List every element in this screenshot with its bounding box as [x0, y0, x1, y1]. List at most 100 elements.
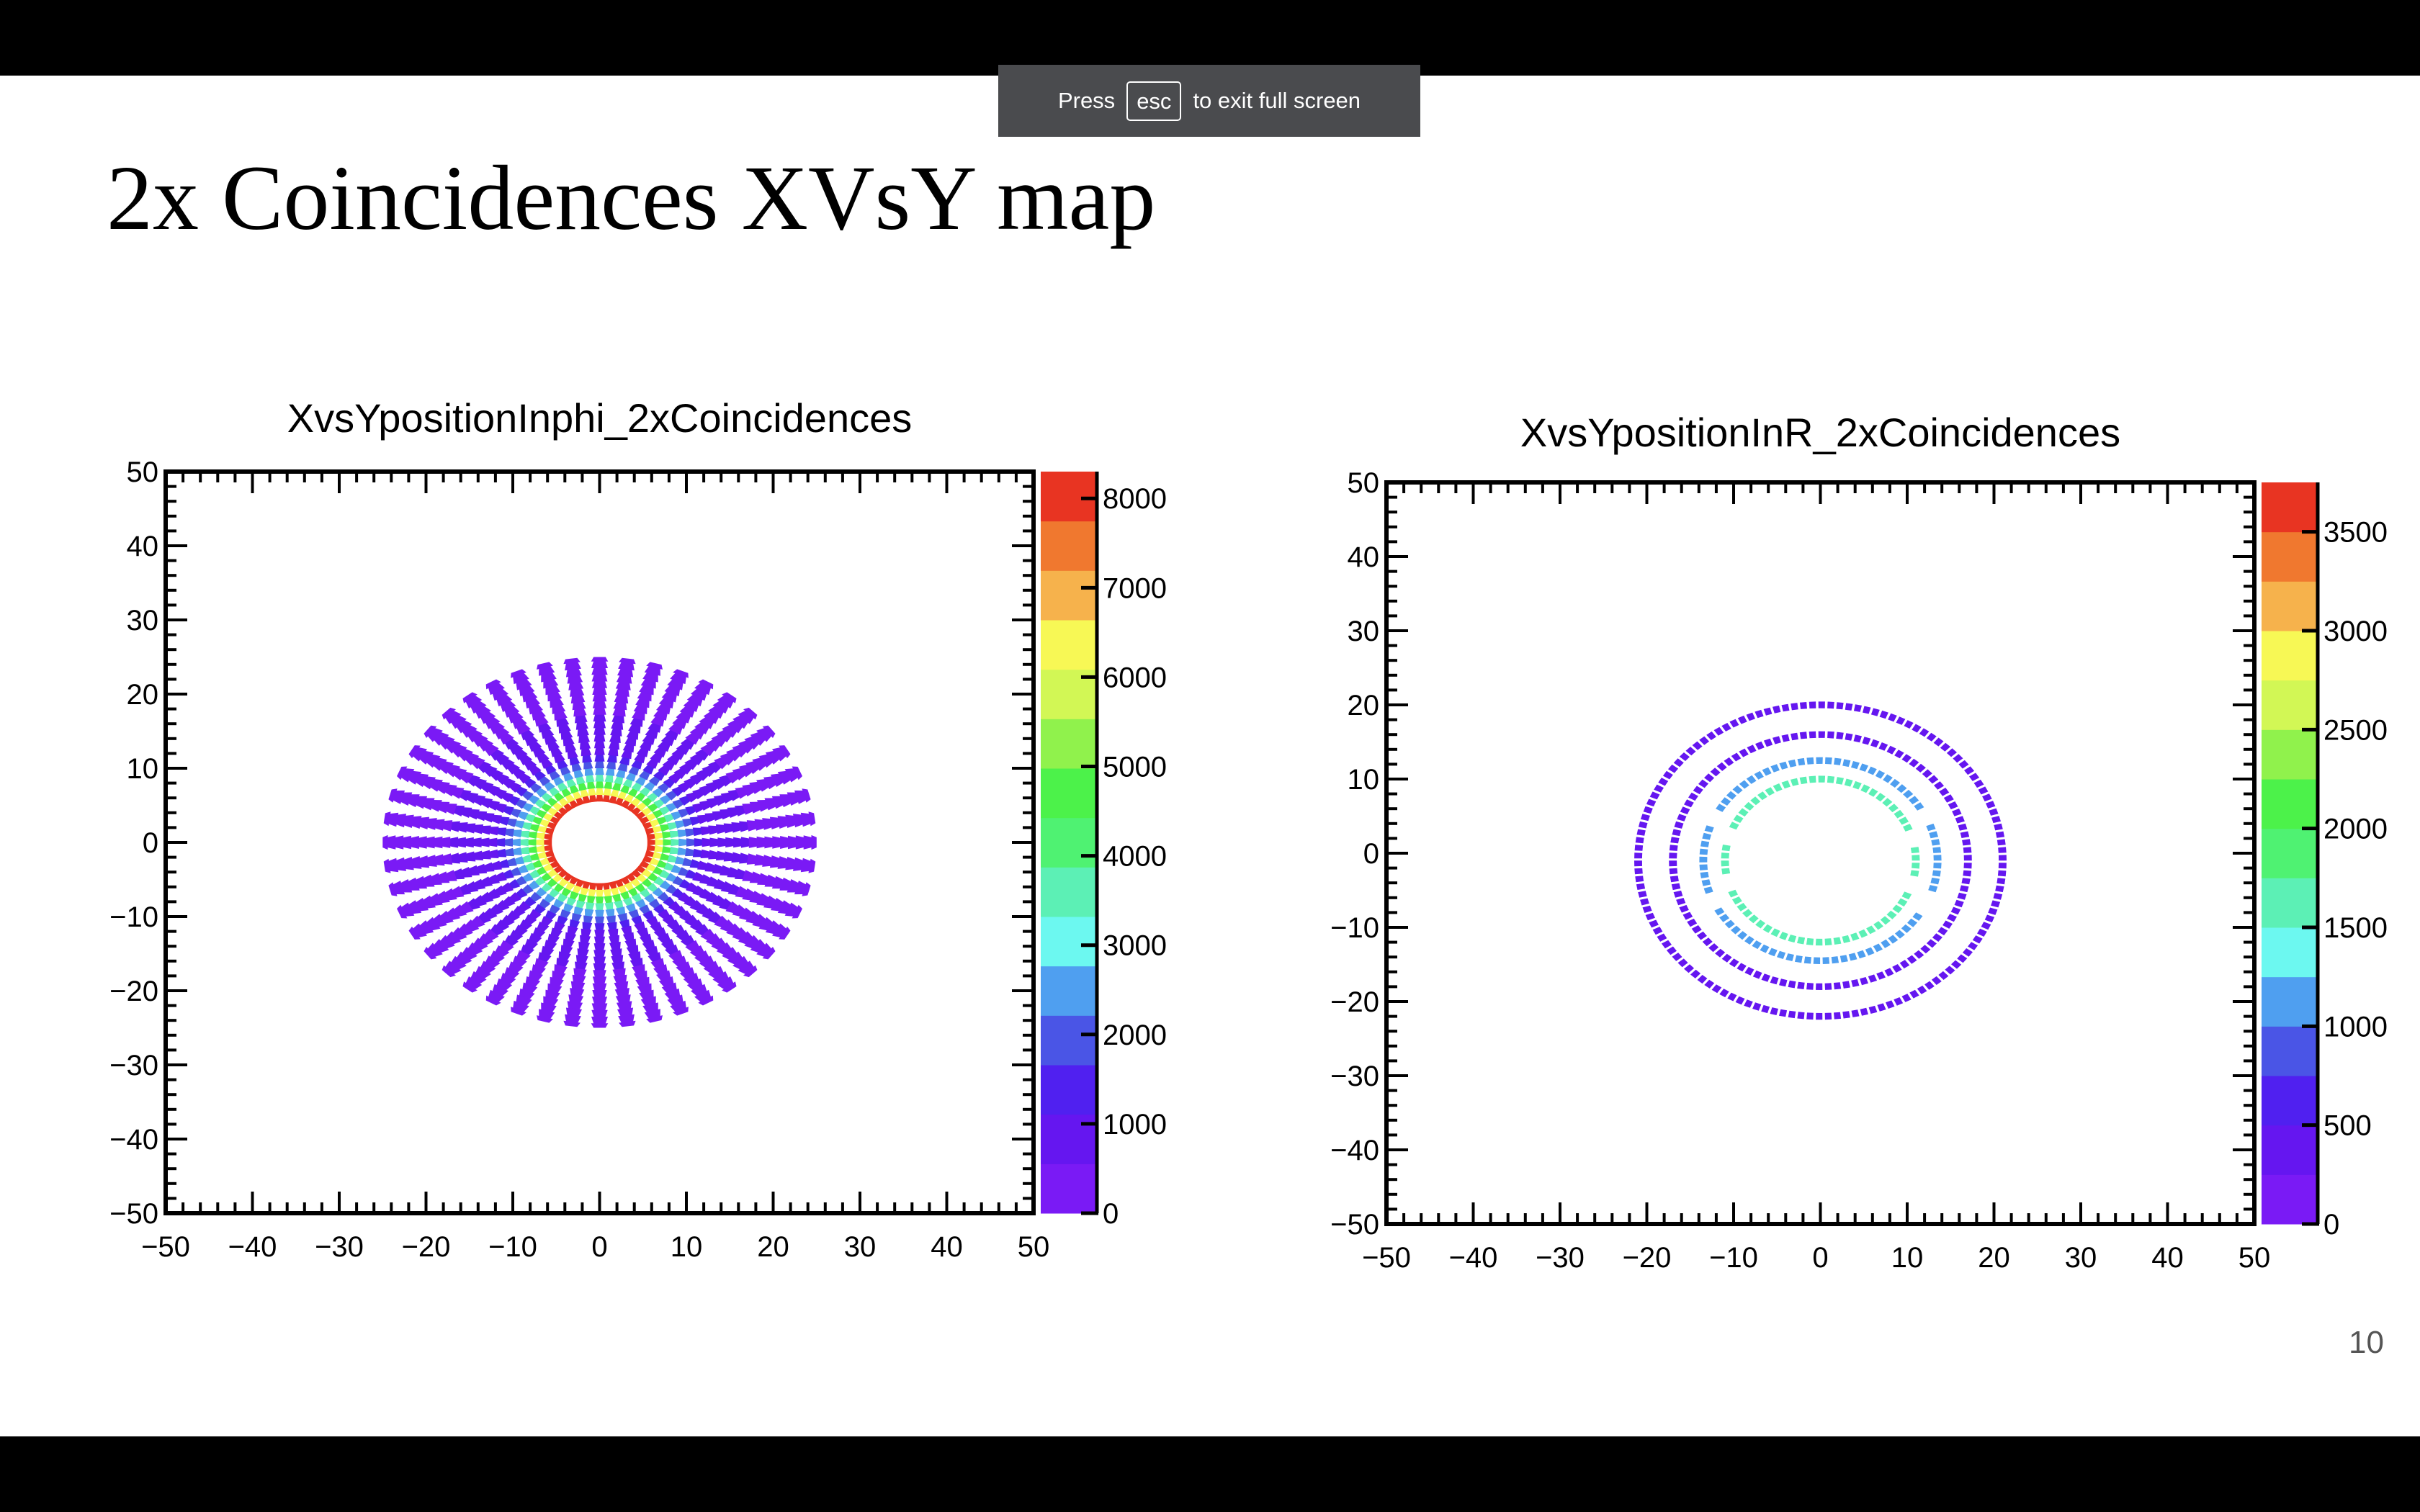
- y-tick-label: −10: [109, 901, 158, 933]
- bin: [646, 834, 656, 840]
- bin: [1781, 734, 1790, 742]
- bin: [1834, 757, 1842, 765]
- bin: [567, 750, 578, 760]
- bin: [1962, 839, 1971, 846]
- bin: [1634, 845, 1644, 851]
- bin: [537, 1015, 553, 1023]
- bin: [591, 667, 608, 675]
- bin: [727, 789, 740, 801]
- bin: [689, 859, 701, 868]
- y-tick-label: −50: [109, 1198, 158, 1230]
- bin: [582, 795, 591, 804]
- bin: [515, 798, 527, 809]
- bin: [1914, 802, 1924, 811]
- color-scale-label: 0: [1103, 1198, 1119, 1230]
- bin: [1721, 797, 1731, 806]
- bin: [594, 923, 605, 931]
- bin: [735, 787, 748, 799]
- bin: [677, 847, 687, 855]
- bin: [669, 847, 679, 855]
- bin: [426, 818, 437, 830]
- bin: [619, 756, 630, 766]
- bin: [704, 862, 716, 872]
- color-scale-label: 2000: [2323, 814, 2388, 845]
- bin: [660, 852, 671, 861]
- bin: [1669, 852, 1677, 859]
- bin: [1744, 966, 1754, 976]
- bin: [549, 860, 560, 869]
- bin: [647, 872, 659, 882]
- bin: [1892, 964, 1902, 973]
- bin: [1982, 793, 1992, 802]
- bin: [722, 981, 737, 993]
- bin: [540, 803, 552, 813]
- bin: [594, 760, 605, 768]
- bin: [1937, 927, 1948, 936]
- bin: [613, 974, 627, 984]
- heatmap-svg: XvsYpositionInphi_2xCoincidences −50 −40 −3…: [109, 395, 1167, 1263]
- bin: [442, 707, 456, 720]
- bin: [549, 770, 560, 780]
- bin: [1901, 994, 1912, 1002]
- bin: [749, 871, 761, 883]
- bin: [1904, 720, 1914, 729]
- spoke: [620, 679, 714, 809]
- bin: [571, 762, 582, 772]
- bin: [673, 669, 689, 678]
- bin: [792, 766, 802, 780]
- bin: [625, 803, 636, 812]
- bin: [494, 885, 507, 896]
- bin: [491, 814, 502, 824]
- esc-key-hint[interactable]: esc: [1126, 81, 1182, 121]
- bin: [645, 827, 655, 835]
- bin: [1809, 775, 1816, 783]
- bin: [387, 835, 396, 850]
- bin: [1710, 768, 1721, 777]
- color-scale-bin: [2262, 1125, 2318, 1175]
- bin: [645, 945, 658, 956]
- bin: [1757, 791, 1767, 801]
- ring: [1634, 701, 2007, 1020]
- color-scale-bin: [2262, 1026, 2318, 1076]
- y-tick-label: 0: [1363, 838, 1379, 870]
- bin: [653, 876, 665, 886]
- bin: [588, 788, 596, 796]
- bin: [582, 922, 593, 931]
- color-scale-label: 8000: [1103, 483, 1167, 515]
- bin: [1673, 758, 1684, 768]
- bin: [650, 716, 665, 727]
- bin: [1697, 975, 1708, 984]
- bin: [1777, 950, 1786, 959]
- bin: [757, 800, 769, 812]
- bin: [642, 855, 653, 863]
- bin: [1738, 808, 1749, 817]
- bin: [558, 724, 571, 734]
- bin: [560, 765, 571, 775]
- bin: [532, 816, 543, 825]
- bin: [1682, 912, 1693, 920]
- x-tick-label: 20: [1978, 1242, 2010, 1274]
- data-marks: [1634, 701, 2007, 1020]
- y-tick-label: 50: [1348, 467, 1380, 499]
- bin: [1762, 767, 1772, 776]
- bin: [702, 837, 711, 847]
- bin: [1857, 950, 1866, 959]
- bin: [1903, 789, 1914, 798]
- bin: [641, 868, 653, 878]
- bin: [1879, 710, 1888, 719]
- bin: [1666, 946, 1677, 955]
- bin: [411, 816, 422, 829]
- bin: [1752, 940, 1762, 950]
- bin: [646, 662, 663, 670]
- bin: [383, 858, 391, 873]
- bin: [698, 995, 714, 1006]
- bin: [403, 857, 414, 870]
- bin: [785, 814, 796, 828]
- bin: [535, 787, 547, 798]
- bin: [692, 803, 704, 814]
- color-scale-label: 4000: [1103, 841, 1167, 873]
- bin: [674, 820, 686, 829]
- bin: [594, 754, 605, 762]
- bin: [1962, 948, 1973, 957]
- bin: [603, 788, 611, 796]
